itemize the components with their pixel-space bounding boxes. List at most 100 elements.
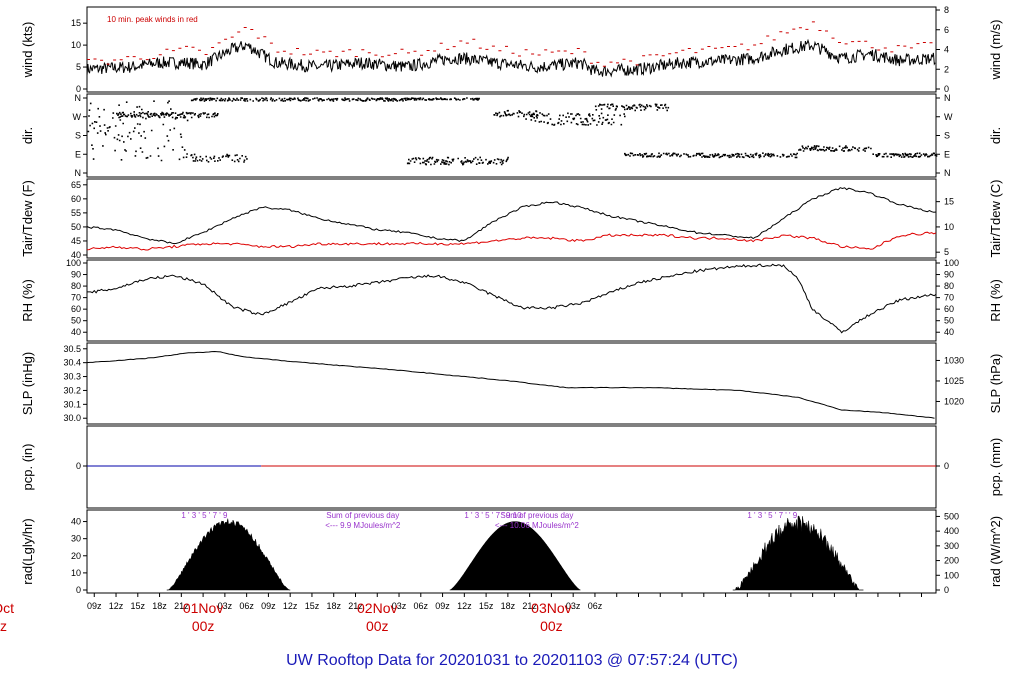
humidity-ylabel-right: RH (%) xyxy=(988,279,1003,322)
humidity-ytick-label: 80 xyxy=(71,281,81,291)
pressure-ytick-label: 30.0 xyxy=(63,413,81,423)
humidity-line xyxy=(87,263,937,334)
dewpoint-line xyxy=(86,231,937,251)
radiation-panel xyxy=(86,509,937,594)
wind-speed-line xyxy=(86,38,936,78)
humidity-ytick-label: 90 xyxy=(71,270,81,280)
radiation-note: <--- 9.9 MJoules/m^2 xyxy=(325,521,401,530)
temperature-ytick-label: 60 xyxy=(71,194,81,204)
day-label: 02Nov xyxy=(357,600,397,616)
x-tick-label: 03z xyxy=(392,601,407,611)
temperature-panel xyxy=(86,178,937,259)
day-sublabel: 00z xyxy=(192,618,215,634)
humidity-ytick-right-label: 50 xyxy=(944,316,954,326)
pressure-ytick-label: 30.3 xyxy=(63,372,81,382)
x-tick-label: 06z xyxy=(414,601,429,611)
x-tick-label: 18z xyxy=(152,601,167,611)
radiation-hour-labels: 1 ' 3 ' 5 ' 7 ' 9 10 xyxy=(464,511,522,520)
temperature-ytick-right-label: 10 xyxy=(944,222,954,232)
wind-ylabel-right: wind (m/s) xyxy=(988,20,1003,81)
pressure-ytick-label: 30.4 xyxy=(63,358,81,368)
precipitation-ytick-right-label: 0 xyxy=(944,461,949,471)
direction-ytick-label: E xyxy=(75,149,81,159)
radiation-hour-labels: 1 ' 3 ' 5 ' 7 ' 9 xyxy=(181,511,228,520)
radiation-ytick-label: 40 xyxy=(71,517,81,527)
precipitation-ylabel: pcp. (in) xyxy=(20,444,35,491)
x-tick-label: 06z xyxy=(239,601,254,611)
pressure-ytick-label: 30.2 xyxy=(63,385,81,395)
humidity-ytick-right-label: 70 xyxy=(944,293,954,303)
precipitation-ylabel-right: pcp. (mm) xyxy=(988,438,1003,497)
wind-ytick-right-label: 8 xyxy=(944,5,949,15)
radiation-ytick-right-label: 300 xyxy=(944,541,959,551)
radiation-day-3-area xyxy=(732,515,864,591)
wind-ytick-label: 15 xyxy=(71,18,81,28)
radiation-note: Sum of previous day xyxy=(500,511,573,520)
wind-ytick-right-label: 0 xyxy=(944,84,949,94)
radiation-ytick-label: 10 xyxy=(71,568,81,578)
temperature-ytick-label: 40 xyxy=(71,250,81,260)
x-axis: 09z 12z 15z 18z 21z 03z 06z 09z 12z 15z 18z 21z 03z 0… xyxy=(0,593,922,634)
direction-ytick-label: S xyxy=(75,131,81,141)
temperature-ytick-right-label: 15 xyxy=(944,197,954,207)
radiation-ylabel: rad(Lgly/hr) xyxy=(20,518,35,584)
pressure-panel xyxy=(86,342,937,425)
humidity-ytick-right-label: 80 xyxy=(944,281,954,291)
radiation-ytick-label: 0 xyxy=(76,585,81,595)
humidity-ytick-right-label: 40 xyxy=(944,327,954,337)
radiation-hour-labels: 1 ' 3 ' 5 ' 7 ' ' 9 xyxy=(747,511,797,520)
x-tick-label: 21z xyxy=(348,601,363,611)
wind-panel xyxy=(86,6,937,93)
radiation-ytick-right-label: 500 xyxy=(944,511,959,521)
x-tick-label: 12z xyxy=(283,601,298,611)
radiation-ylabel-right: rad (W/m^2) xyxy=(988,516,1003,587)
day-sublabel-clipped: z xyxy=(0,618,7,634)
radiation-ytick-label: 20 xyxy=(71,551,81,561)
direction-ylabel: dir. xyxy=(20,127,35,144)
humidity-ytick-label: 60 xyxy=(71,304,81,314)
humidity-ytick-label: 50 xyxy=(71,316,81,326)
day-label: 01Nov xyxy=(183,600,223,616)
pressure-ytick-label: 30.1 xyxy=(63,399,81,409)
temperature-ytick-label: 55 xyxy=(71,208,81,218)
x-tick-label: 18z xyxy=(501,601,516,611)
x-tick-label: 18z xyxy=(326,601,341,611)
radiation-ytick-right-label: 0 xyxy=(944,585,949,595)
temperature-ytick-right-label: 5 xyxy=(944,247,949,257)
humidity-panel xyxy=(86,259,937,342)
humidity-ytick-right-label: 100 xyxy=(944,258,959,268)
day-label-clipped: Oct xyxy=(0,600,14,616)
temperature-ytick-label: 45 xyxy=(71,236,81,246)
x-tick-label: 15z xyxy=(131,601,146,611)
humidity-ylabel: RH (%) xyxy=(20,279,35,322)
x-tick-label: 09z xyxy=(435,601,450,611)
pressure-ytick-right-label: 1025 xyxy=(944,376,964,386)
wind-ytick-right-label: 4 xyxy=(944,45,949,55)
humidity-ytick-right-label: 90 xyxy=(944,270,954,280)
precipitation-panel xyxy=(86,425,937,509)
pressure-ytick-right-label: 1020 xyxy=(944,396,964,406)
x-tick-label: 03z xyxy=(218,601,233,611)
temperature-ylabel-right: Tair/Tdew (C) xyxy=(988,179,1003,257)
x-tick-label: 12z xyxy=(457,601,472,611)
direction-ytick-right-label: W xyxy=(944,112,953,122)
pressure-ytick-label: 30.5 xyxy=(63,344,81,354)
direction-ytick-label: N xyxy=(75,93,82,103)
temperature-ytick-label: 50 xyxy=(71,222,81,232)
humidity-ytick-label: 40 xyxy=(71,327,81,337)
direction-panel xyxy=(86,93,937,178)
humidity-ytick-label: 100 xyxy=(66,258,81,268)
radiation-day-2-area xyxy=(449,521,581,591)
radiation-ytick-right-label: 200 xyxy=(944,556,959,566)
direction-ytick-right-label: S xyxy=(944,131,950,141)
direction-ytick-right-label: N xyxy=(944,168,951,178)
wind-ytick-label: 10 xyxy=(71,40,81,50)
x-tick-label: 09z xyxy=(87,601,102,611)
radiation-ytick-label: 30 xyxy=(71,534,81,544)
x-tick-label: 15z xyxy=(479,601,494,611)
pressure-ylabel: SLP (inHg) xyxy=(20,352,35,415)
x-tick-label: 09z xyxy=(261,601,276,611)
direction-ylabel-right: dir. xyxy=(988,127,1003,144)
direction-points xyxy=(87,97,938,166)
